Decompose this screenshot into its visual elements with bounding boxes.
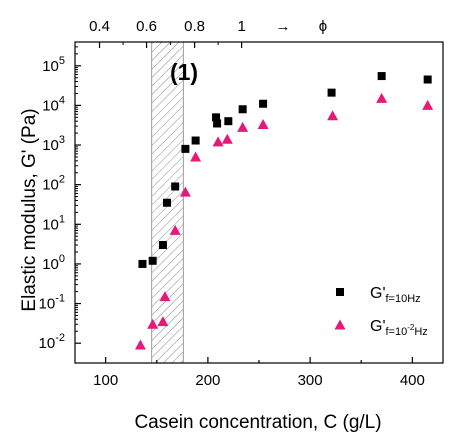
top-tick-label: 1 [237, 18, 245, 35]
data-point-square [191, 136, 200, 145]
y-tick-label: 10-1 [39, 293, 65, 313]
data-point-square [138, 259, 147, 268]
x-tick-label: 100 [93, 372, 118, 389]
x-tick-label: 300 [298, 372, 323, 389]
data-point-square [423, 75, 432, 84]
panel-label: (1) [170, 59, 198, 85]
data-point-triangle [422, 99, 434, 110]
data-point-triangle [327, 110, 339, 121]
data-point-triangle [221, 133, 233, 144]
y-tick-label: 105 [42, 55, 65, 75]
top-axis: 0.4 0.6 0.8 1 → ϕ [89, 18, 327, 48]
y-tick-label: 103 [42, 134, 65, 154]
data-point-square [238, 105, 247, 114]
data-point-square [259, 99, 268, 108]
data-point-triangle [376, 92, 388, 103]
phi-arrow: → [276, 18, 291, 35]
legend-marker [334, 319, 346, 330]
data-point-square [377, 72, 386, 81]
data-point-square [158, 241, 167, 250]
data-point-triangle [190, 151, 202, 162]
data-point-square [213, 119, 222, 128]
y-tick-label: 104 [42, 94, 65, 114]
x-tick-label: 400 [400, 372, 425, 389]
data-point-square [163, 198, 171, 207]
plot-frame [74, 41, 444, 364]
legend-marker [336, 288, 344, 296]
phi-label: ϕ [319, 18, 327, 35]
legend-label: G'f=10Hz [370, 285, 421, 305]
data-point-triangle [237, 121, 249, 132]
y-tick-label: 10-2 [39, 332, 65, 352]
y-tick-label: 101 [42, 213, 65, 233]
data-point-square [212, 113, 221, 122]
data-point-triangle [134, 339, 146, 350]
legend-label: G'f=10-2Hz [370, 318, 428, 338]
bottom-axis-ticks: 100 200 300 400 [93, 357, 425, 389]
data-point-triangle [257, 118, 269, 129]
data-point-triangle [159, 291, 171, 302]
data-point-triangle [157, 316, 169, 327]
data-point-square [148, 256, 157, 265]
top-tick-label: 0.8 [184, 18, 205, 35]
x-axis-title: Casein concentration, C (g/L) [134, 412, 381, 433]
top-tick-label: 0.4 [89, 18, 110, 35]
x-tick-label: 200 [195, 372, 220, 389]
left-axis-ticks: 10-2 10-1 100 101 102 103 104 105 [39, 46, 81, 352]
legend: G'f=10Hz G'f=10-2Hz [334, 285, 428, 338]
top-tick-label: 0.6 [136, 18, 157, 35]
data-point-square [224, 117, 233, 126]
y-axis-title: Elastic modulus, G' (Pa) [19, 108, 40, 311]
data-point-triangle [179, 186, 191, 197]
y-tick-label: 102 [42, 174, 65, 194]
data-point-triangle [212, 136, 224, 147]
data-point-triangle [147, 318, 159, 329]
data-point-square [181, 144, 190, 153]
data-point-triangle [169, 224, 181, 235]
y-tick-label: 100 [42, 253, 65, 273]
data-points [134, 72, 434, 350]
data-point-square [327, 88, 336, 97]
data-point-square [171, 182, 180, 191]
